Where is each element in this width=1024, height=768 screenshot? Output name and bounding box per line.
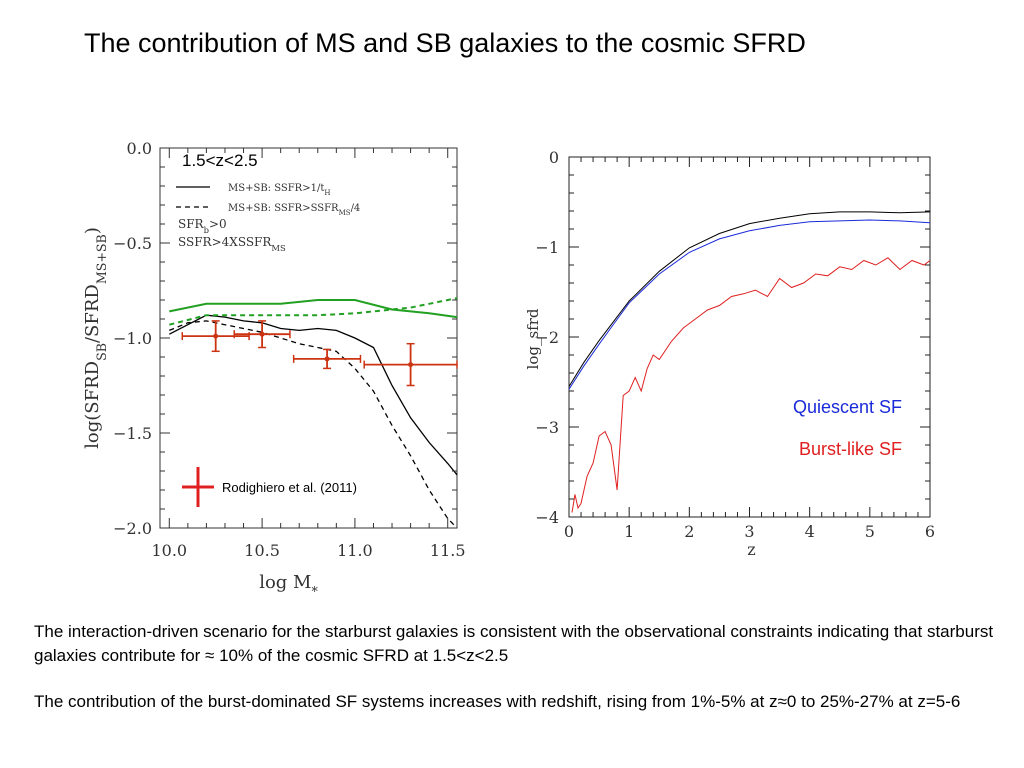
right-x-tick-label: 1 (624, 522, 634, 541)
right-series-line-2 (571, 257, 931, 513)
right-series-line-0 (568, 219, 931, 390)
left-x-tick-label: 11.5 (430, 541, 466, 560)
legend-entry-sfrb: SFRb>0 (178, 217, 227, 235)
left-x-tick-label: 11.0 (337, 541, 373, 560)
right-y-tick-label: 0 (549, 148, 559, 167)
left-redshift-annotation: 1.5<z<2.5 (182, 151, 258, 170)
right-x-axis-label: z (747, 540, 755, 559)
chart-sfrd-fraction: 0.0 −0.5 −1.0 −1.5 −2.0 10.0 10.5 11.0 11.5 log M… (82, 139, 466, 599)
legend-entry-ms-sb-tH: MS+SB: SSFR>1/tH (228, 183, 330, 197)
right-x-tick-label: 5 (865, 522, 875, 541)
right-y-tick-label: −3 (535, 418, 559, 437)
right-plot-frame (568, 156, 931, 518)
paragraph-burst-contribution: The contribution of the burst-dominated … (34, 692, 961, 711)
left-data-point (292, 348, 362, 370)
right-y-axis-label: log_sfrd (524, 308, 542, 369)
right-y-tick-label: −4 (535, 508, 559, 527)
right-y-tick-label: −1 (535, 238, 559, 257)
left-data-point (181, 320, 250, 353)
left-y-tick-label: −0.5 (113, 234, 152, 253)
left-series-line-3 (169, 297, 458, 326)
left-series-line-2 (169, 299, 458, 319)
right-x-tick-label: 3 (744, 522, 754, 541)
left-x-tick-label: 10.0 (151, 541, 187, 560)
left-series-line-1 (169, 320, 458, 529)
slide-title: The contribution of MS and SB galaxies t… (84, 28, 806, 58)
left-y-tick-label: −2.0 (113, 519, 152, 538)
label-burst-like-sf: Burst-like SF (799, 439, 902, 459)
left-data-point (233, 320, 291, 349)
legend-entry-ssfr-4x: SSFR>4XSSFRMS (178, 235, 286, 253)
right-x-tick-label: 6 (925, 522, 935, 541)
chart-log-sfrd-vs-z: 0 −1 −2 −3 −4 0 1 2 3 4 5 6 z log_sfrd Quiescent SF Bu… (524, 148, 935, 559)
label-quiescent-sf: Quiescent SF (793, 397, 902, 417)
left-data-point (363, 342, 458, 387)
left-y-tick-label: 0.0 (127, 139, 152, 158)
right-y-tick-label: −2 (535, 328, 559, 347)
left-y-tick-label: −1.5 (113, 424, 152, 443)
left-y-tick-label: −1.0 (113, 329, 152, 348)
legend-rodighiero: Rodighiero et al. (2011) (222, 480, 357, 495)
left-series-line-0 (169, 314, 458, 476)
right-x-tick-label: 0 (564, 522, 574, 541)
right-x-tick-label: 2 (684, 522, 694, 541)
right-x-tick-label: 4 (805, 522, 815, 541)
paragraph-interaction-scenario: The interaction-driven scenario for the … (34, 622, 994, 665)
right-series-line-1 (568, 211, 931, 387)
left-y-axis-label: log(SFRDSB/SFRDMS+SB) (82, 227, 109, 449)
left-x-axis-label: log M* (259, 572, 318, 599)
rodighiero-marker-icon (182, 467, 214, 507)
legend-entry-ms-sb-ssfrms: MS+SB: SSFR>SSFRMS/4 (228, 203, 360, 217)
left-x-tick-label: 10.5 (244, 541, 280, 560)
